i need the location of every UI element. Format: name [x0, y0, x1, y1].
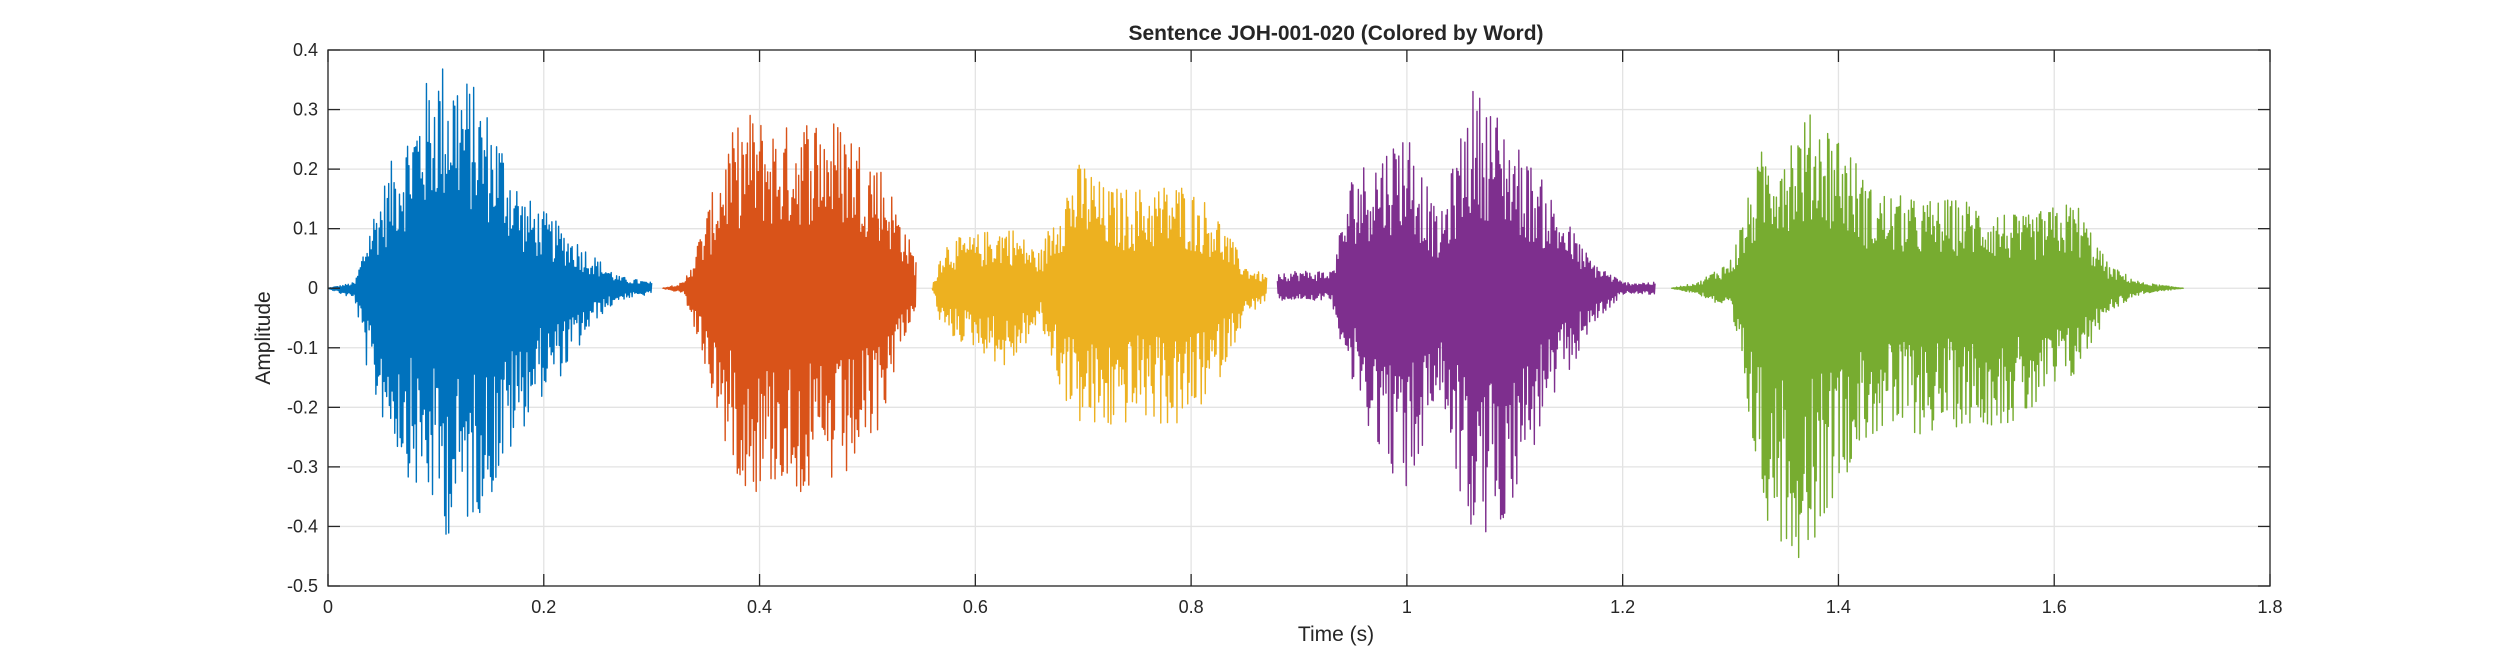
y-tick-label: 0.2 [293, 159, 318, 179]
x-axis-label: Time (s) [1298, 623, 1374, 646]
y-tick-label: 0.4 [293, 40, 318, 60]
y-tick-label: 0.3 [293, 100, 318, 120]
y-tick-label: -0.5 [287, 576, 318, 596]
x-tick-label: 0.2 [531, 597, 556, 617]
y-axis-label: Amplitude [252, 291, 275, 384]
x-tick-label: 1.6 [2042, 597, 2067, 617]
waveform-word-3 [931, 164, 1268, 425]
x-tick-label: 1.8 [2257, 597, 2282, 617]
y-tick-label: -0.1 [287, 338, 318, 358]
waveform-word-4 [1276, 90, 1656, 533]
y-tick-label: 0.1 [293, 219, 318, 239]
y-tick-label: 0 [308, 278, 318, 298]
y-tick-label: -0.2 [287, 397, 318, 417]
chart-title: Sentence JOH-001-020 (Colored by Word) [1128, 22, 1543, 45]
x-tick-label: 0.8 [1179, 597, 1204, 617]
axes: 0 0.2 0.4 0.6 0.8 1 1.2 1.4 1.6 1.8 -0.5 -0.4 -0.3 -0… [287, 40, 2283, 617]
y-tick-label: -0.4 [287, 516, 318, 536]
x-tick-label: 1 [1402, 597, 1412, 617]
x-tick-label: 0.4 [747, 597, 772, 617]
x-tick-label: 1.2 [1610, 597, 1635, 617]
x-tick-label: 0.6 [963, 597, 988, 617]
x-tick-label: 1.4 [1826, 597, 1851, 617]
waveform-word-1 [327, 68, 653, 535]
waveform-word-5 [1671, 114, 2184, 559]
axes-box [327, 49, 2271, 587]
x-tick-label: 0 [323, 597, 333, 617]
waveform-word-2 [662, 114, 917, 493]
y-tick-label: -0.3 [287, 457, 318, 477]
waveform-series [327, 68, 2184, 559]
